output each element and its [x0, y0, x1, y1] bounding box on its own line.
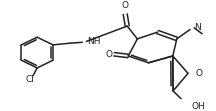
Text: N: N: [194, 23, 201, 32]
Text: O: O: [122, 1, 129, 10]
Text: Cl: Cl: [26, 75, 35, 84]
Text: O: O: [105, 50, 113, 59]
Text: O: O: [195, 69, 202, 78]
Text: NH: NH: [87, 37, 101, 46]
Text: OH: OH: [191, 102, 205, 111]
